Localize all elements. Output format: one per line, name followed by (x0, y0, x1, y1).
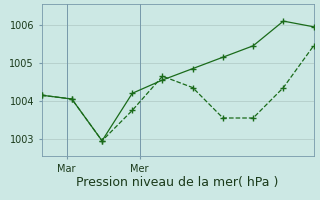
X-axis label: Pression niveau de la mer( hPa ): Pression niveau de la mer( hPa ) (76, 176, 279, 189)
